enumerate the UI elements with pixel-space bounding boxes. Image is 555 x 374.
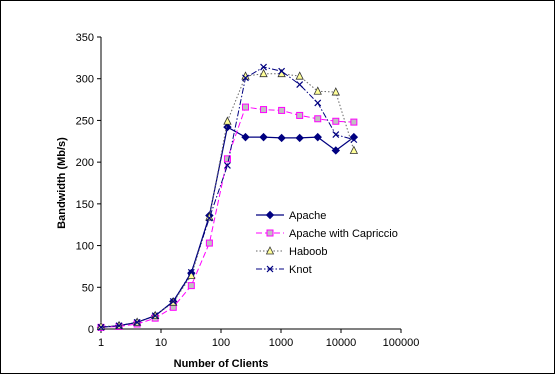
data-point	[223, 155, 231, 163]
y-tick-label: 350	[76, 32, 94, 44]
data-point	[97, 323, 105, 331]
legend-item: Knot	[256, 264, 312, 276]
y-tick-label: 150	[76, 199, 94, 211]
x-tick-label: 1000	[269, 337, 293, 349]
data-point	[224, 162, 231, 169]
data-point	[278, 67, 286, 75]
x-axis-ticks: 1 10 100 1000 10000 100000	[98, 329, 419, 349]
data-point	[314, 115, 322, 123]
data-point	[350, 136, 358, 144]
x-axis-title: Number of Clients	[174, 358, 269, 370]
legend-marker	[265, 210, 275, 220]
data-point	[223, 116, 232, 125]
data-point	[205, 239, 213, 247]
data-point	[296, 81, 304, 88]
series-layer	[96, 63, 359, 332]
legend-label: Knot	[289, 264, 312, 276]
data-point	[332, 131, 340, 139]
legend-label: Haboob	[289, 246, 328, 258]
data-point	[187, 270, 196, 280]
series-knot	[97, 63, 358, 331]
data-point	[223, 122, 232, 132]
data-point	[151, 312, 159, 320]
data-point	[205, 214, 213, 222]
legend-marker	[265, 246, 275, 255]
legend-marker	[266, 265, 274, 273]
x-tick-label: 1	[98, 337, 104, 349]
series-line	[100, 73, 355, 327]
legend-item: Apache with Capriccio	[256, 228, 398, 240]
data-point	[331, 146, 341, 155]
data-point	[313, 132, 322, 142]
data-point	[277, 133, 286, 143]
legend-marker	[266, 229, 274, 237]
x-tick-label: 100	[212, 337, 230, 349]
data-point	[349, 145, 359, 154]
data-point	[313, 86, 322, 95]
data-point	[260, 63, 267, 71]
x-tick-label: 100000	[383, 337, 420, 349]
data-point	[259, 68, 268, 78]
series-line	[100, 66, 355, 328]
y-tick-label: 250	[76, 115, 94, 127]
y-tick-label: 200	[76, 157, 94, 169]
legend-item: Apache	[256, 210, 326, 222]
legend-label: Apache	[289, 210, 326, 222]
data-point	[295, 133, 304, 143]
y-tick-label: 0	[88, 324, 94, 336]
y-tick-label: 100	[76, 241, 94, 253]
data-point	[295, 71, 304, 80]
data-point	[350, 118, 358, 126]
data-point	[260, 106, 268, 114]
data-point	[332, 117, 340, 125]
y-axis-title: Bandwidth (Mb/s)	[56, 137, 68, 229]
data-point	[133, 318, 141, 326]
y-tick-label: 300	[76, 74, 94, 86]
data-point	[242, 74, 249, 82]
data-point	[331, 87, 340, 96]
data-point	[259, 132, 268, 142]
data-point	[314, 99, 322, 107]
axes	[100, 37, 401, 330]
legend-label: Apache with Capriccio	[289, 228, 398, 240]
data-point	[241, 103, 249, 111]
data-point	[349, 132, 359, 142]
x-tick-label: 10	[155, 337, 167, 349]
data-point	[278, 106, 286, 114]
series-haboob	[96, 68, 359, 330]
y-tick-label: 50	[82, 282, 94, 294]
legend-item: Haboob	[256, 246, 328, 258]
x-tick-label: 10000	[326, 337, 357, 349]
data-point	[187, 268, 195, 276]
data-point	[187, 282, 195, 290]
y-axis-ticks: 0 50 100 150 200 250 300 350	[76, 32, 101, 336]
data-point	[115, 322, 123, 330]
legend: Apache Apache with Capriccio Haboob Knot	[256, 210, 398, 276]
data-point	[241, 132, 250, 142]
data-point	[169, 298, 177, 305]
data-point	[296, 111, 304, 119]
